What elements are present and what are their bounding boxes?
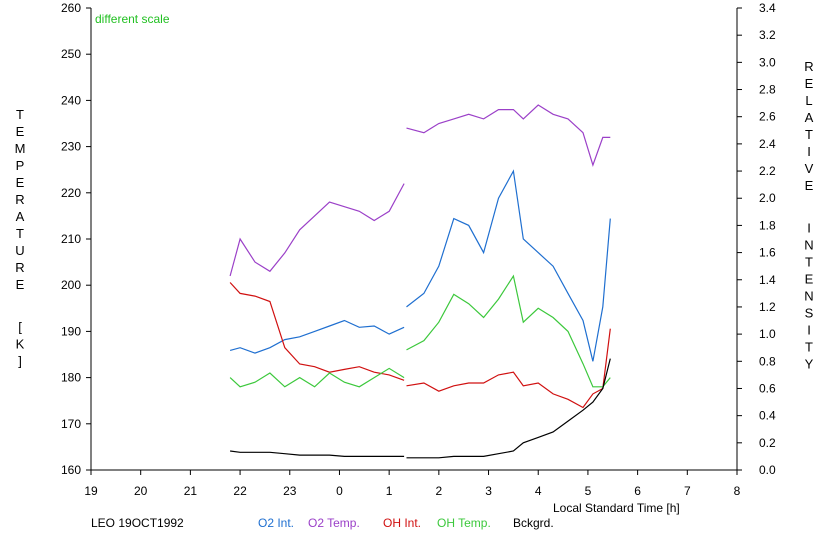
x-tick-label: 5 — [585, 484, 592, 498]
x-tick-label: 4 — [535, 484, 542, 498]
y-right-tick-label: 0.0 — [759, 463, 776, 477]
series-oh_int-line — [229, 282, 405, 381]
axis-label-letter: N — [804, 289, 813, 304]
y-right-tick-label: 1.0 — [759, 327, 776, 341]
axis-label-letter: I — [807, 221, 811, 236]
y-right-tick-label: 1.2 — [759, 300, 776, 314]
axis-label-letter: V — [805, 161, 814, 176]
axis-label-letter: T — [805, 127, 813, 142]
x-tick-label: 0 — [336, 484, 343, 498]
x-tick-label: 23 — [283, 484, 297, 498]
y-left-tick-label: 160 — [61, 463, 81, 477]
series-o2_temp-line — [229, 183, 405, 277]
axis-label-letter: A — [805, 110, 814, 125]
x-tick-label: 3 — [485, 484, 492, 498]
y-left-tick-label: 220 — [61, 186, 81, 200]
legend-item-bckgrd: Bckgrd. — [513, 516, 554, 530]
y-right-tick-label: 2.0 — [759, 191, 776, 205]
axis-label-letter: S — [805, 306, 814, 321]
y-left-tick-label: 190 — [61, 324, 81, 338]
x-tick-label: 6 — [634, 484, 641, 498]
axis-label-letter: E — [805, 178, 814, 193]
axis-label-letter: R — [15, 192, 24, 207]
y-right-tick-label: 1.8 — [759, 218, 776, 232]
axis-label-letter: T — [805, 255, 813, 270]
axis-label-letter: R — [15, 260, 24, 275]
series-oh_temp-line — [406, 274, 611, 388]
y-left-tick-label: 210 — [61, 232, 81, 246]
axis-label-letter: A — [16, 209, 25, 224]
y-left-tick-label: 170 — [61, 417, 81, 431]
axis-label-letter: E — [16, 124, 25, 139]
legend-item-oh_temp: OH Temp. — [437, 516, 491, 530]
y-right-tick-label: 2.4 — [759, 137, 776, 151]
axis-label-letter: R — [804, 59, 813, 74]
axis-label-letter: N — [804, 238, 813, 253]
y-right-tick-label: 0.2 — [759, 436, 776, 450]
series-o2_int-line — [229, 319, 405, 354]
axis-label-letter: K — [16, 337, 25, 352]
x-tick-label: 21 — [184, 484, 198, 498]
axis-label-letter: ] — [18, 354, 22, 369]
axis-label-letter: T — [805, 340, 813, 355]
y-right-tick-label: 1.4 — [759, 273, 776, 287]
x-tick-label: 7 — [684, 484, 691, 498]
y-left-tick-label: 260 — [61, 1, 81, 15]
x-axis-label: Local Standard Time [h] — [553, 501, 680, 515]
y-right-tick-label: 3.0 — [759, 55, 776, 69]
x-tick-label: 19 — [84, 484, 98, 498]
y-right-tick-label: 3.4 — [759, 1, 776, 15]
legend-item-o2_temp: O2 Temp. — [308, 516, 360, 530]
legend-item-oh_int: OH Int. — [383, 516, 421, 530]
series-oh_int-line — [406, 328, 611, 409]
y-left-tick-label: 250 — [61, 47, 81, 61]
x-tick-label: 2 — [436, 484, 443, 498]
y-right-tick-label: 2.2 — [759, 164, 776, 178]
annotation-different-scale: different scale — [95, 12, 170, 26]
axis-label-letter: M — [15, 141, 26, 156]
y-right-tick-label: 1.6 — [759, 246, 776, 260]
y-left-tick-label: 240 — [61, 93, 81, 107]
axis-label-letter: I — [807, 144, 811, 159]
axis-label-letter: L — [805, 93, 812, 108]
axis-label-letter: Y — [805, 357, 814, 372]
series-group — [229, 104, 611, 459]
axis-label-letter: P — [16, 158, 25, 173]
y-left-tick-label: 200 — [61, 278, 81, 292]
axis-label-letter: I — [807, 323, 811, 338]
y-left-tick-label: 180 — [61, 371, 81, 385]
axis-label-letter: E — [16, 277, 25, 292]
axis-label-letter: T — [16, 226, 24, 241]
axis-label-letter: [ — [18, 320, 22, 335]
legend: O2 Int. O2 Temp. OH Int. OH Temp. Bckgrd. — [258, 516, 554, 530]
series-bckgrd-line — [230, 450, 405, 457]
axis-label-letter: E — [805, 272, 814, 287]
series-bckgrd-line — [406, 358, 611, 459]
axis-label-letter: E — [16, 175, 25, 190]
y-right-tick-label: 0.4 — [759, 409, 776, 423]
axis-label-letter: T — [16, 107, 24, 122]
series-o2_int-line — [406, 169, 611, 362]
y-right-tick-label: 3.2 — [759, 28, 776, 42]
x-tick-label: 8 — [734, 484, 741, 498]
axis-label-letter: U — [15, 243, 24, 258]
footer-label: LEO 19OCT1992 — [91, 516, 184, 530]
axis-label-letter: E — [805, 76, 814, 91]
y-right-tick-label: 0.8 — [759, 354, 776, 368]
axes-group: 1601701801902002102202302402502600.00.20… — [61, 1, 776, 498]
y-right-tick-label: 0.6 — [759, 381, 776, 395]
y-right-tick-label: 2.8 — [759, 83, 776, 97]
series-o2_temp-line — [406, 104, 611, 168]
series-oh_temp-line — [229, 367, 405, 388]
y-right-tick-label: 2.6 — [759, 110, 776, 124]
x-tick-label: 1 — [386, 484, 393, 498]
y-left-tick-label: 230 — [61, 140, 81, 154]
x-tick-label: 20 — [134, 484, 148, 498]
legend-item-o2_int: O2 Int. — [258, 516, 294, 530]
x-tick-label: 22 — [233, 484, 247, 498]
